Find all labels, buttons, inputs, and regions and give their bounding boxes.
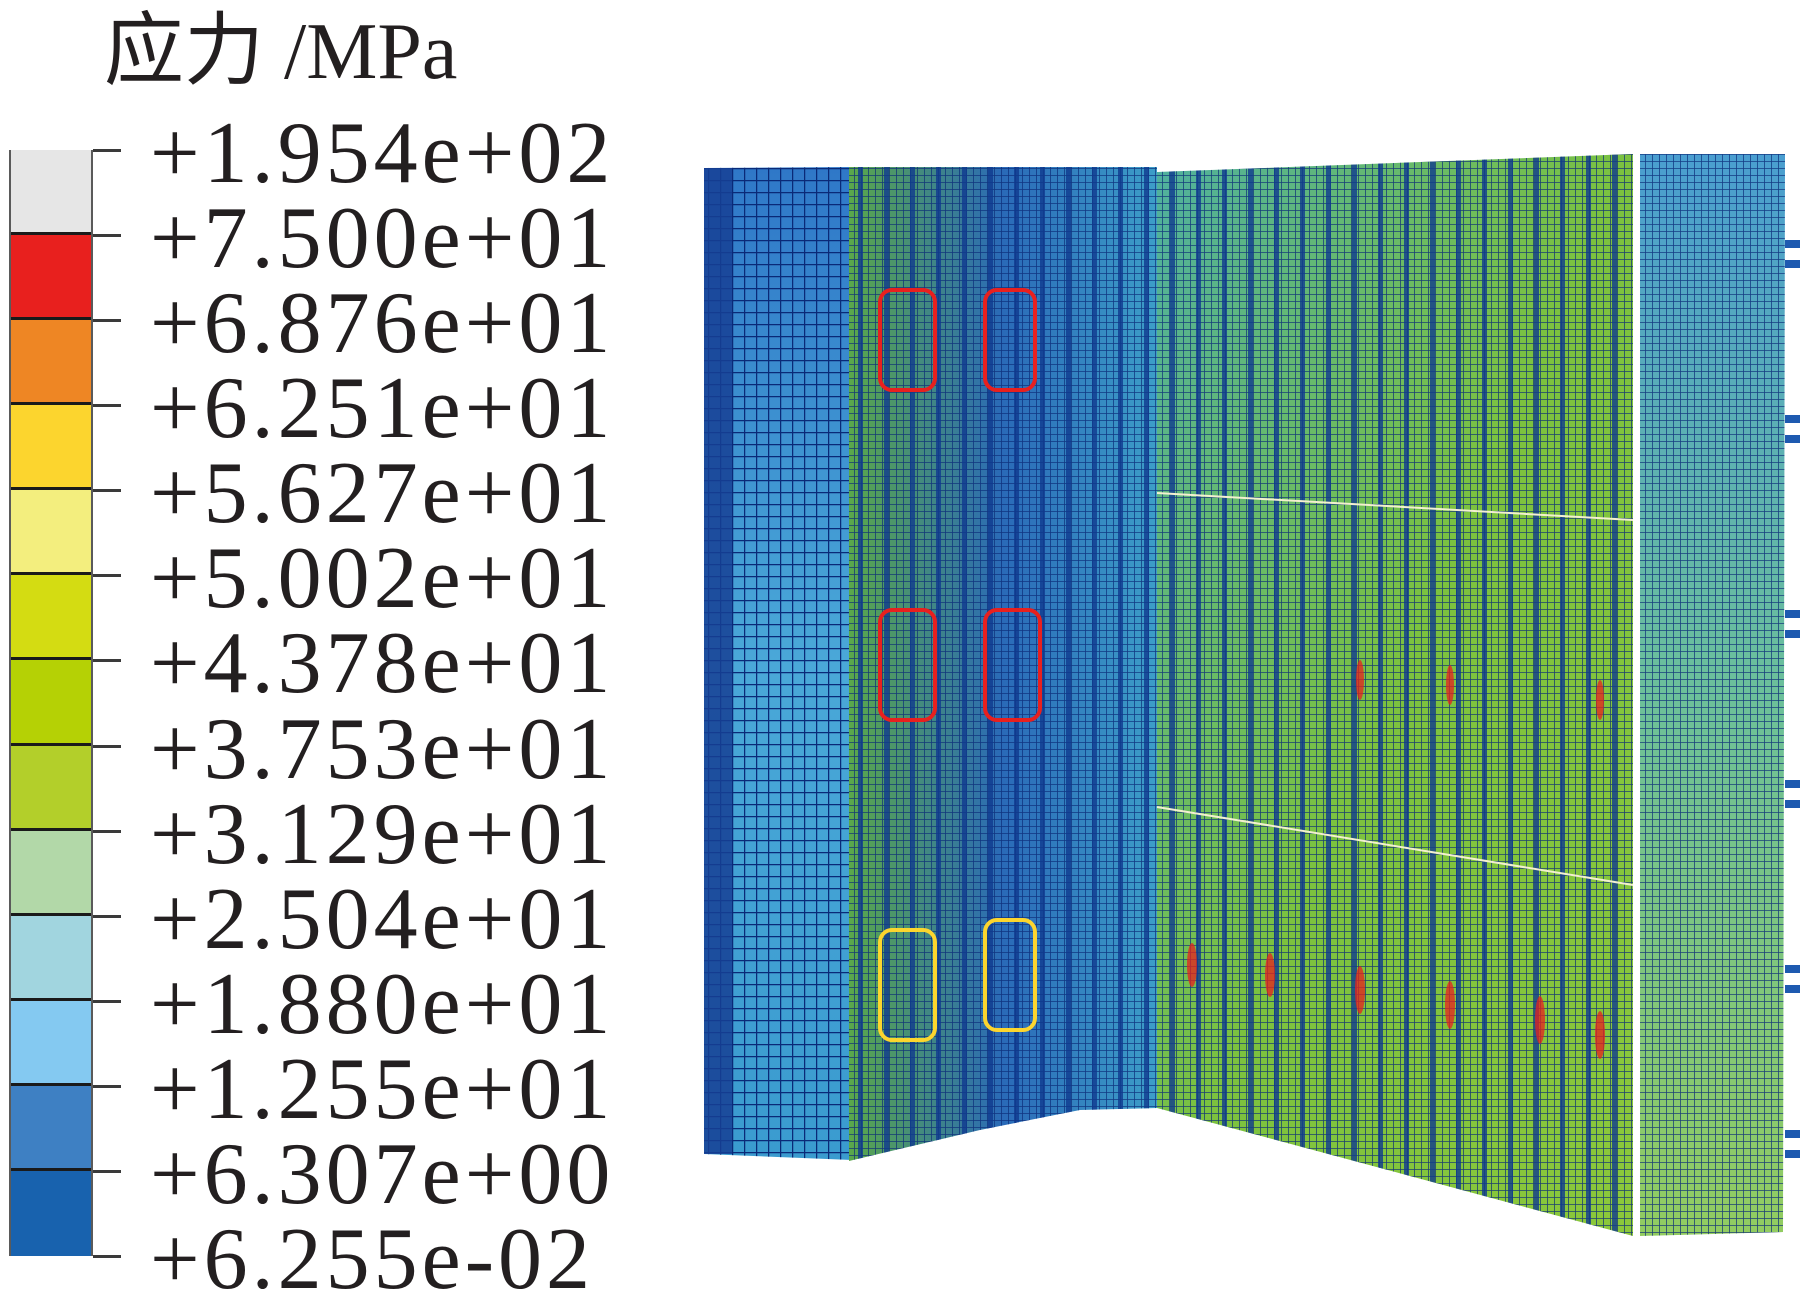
legend-tick <box>93 404 121 408</box>
stress-hotspots <box>878 288 1042 1042</box>
legend-label: +6.251e+01 <box>150 360 615 458</box>
legend-color-band <box>11 405 91 491</box>
color-scale-bar <box>9 150 93 1256</box>
stress-hotspots <box>1187 660 1605 1059</box>
legend-tick <box>93 1084 121 1088</box>
panel-left <box>704 167 852 1160</box>
legend-label: +1.880e+01 <box>150 955 615 1053</box>
legend-label: +6.876e+01 <box>150 275 615 373</box>
legend-tick <box>93 149 121 152</box>
legend-label: +2.504e+01 <box>150 870 615 968</box>
legend-label: +5.627e+01 <box>150 445 615 543</box>
legend-label: +4.378e+01 <box>150 615 615 713</box>
panel-main <box>1156 154 1634 1236</box>
legend-color-band <box>11 490 91 576</box>
legend-color-band <box>11 320 91 406</box>
legend-tick <box>93 1169 121 1173</box>
legend-label: +7.500e+01 <box>150 190 615 288</box>
legend-label: +5.002e+01 <box>150 530 615 628</box>
legend-tick <box>93 659 121 663</box>
legend-label: +6.307e+00 <box>150 1125 615 1223</box>
legend-tick <box>93 999 121 1003</box>
panel-right <box>1640 154 1800 1236</box>
legend-tick <box>93 744 121 748</box>
legend-color-band <box>11 150 91 236</box>
panel-middle-left <box>849 167 1157 1161</box>
legend-tick <box>93 319 121 323</box>
legend-tick <box>93 829 121 833</box>
legend-tick <box>93 914 121 918</box>
legend-color-band <box>11 1085 91 1171</box>
legend-tick <box>93 1255 121 1258</box>
legend-color-band <box>11 660 91 746</box>
legend-color-band <box>11 830 91 916</box>
legend-label: +6.255e-02 <box>150 1211 594 1308</box>
legend-tick <box>93 234 121 238</box>
legend-label: +3.129e+01 <box>150 785 615 883</box>
legend-tick <box>93 489 121 493</box>
legend-color-band <box>11 915 91 1001</box>
legend-color-band <box>11 1170 91 1256</box>
legend-title: 应力 /MPa <box>104 8 458 96</box>
stress-contour-plot <box>704 154 1800 1236</box>
legend-tick <box>93 574 121 578</box>
legend-label: +1.255e+01 <box>150 1040 615 1138</box>
legend-color-band <box>11 1000 91 1086</box>
legend-label: +1.954e+02 <box>150 105 615 202</box>
legend-color-band <box>11 575 91 661</box>
legend-color-band <box>11 745 91 831</box>
legend-label: +3.753e+01 <box>150 700 615 798</box>
legend-color-band <box>11 235 91 321</box>
